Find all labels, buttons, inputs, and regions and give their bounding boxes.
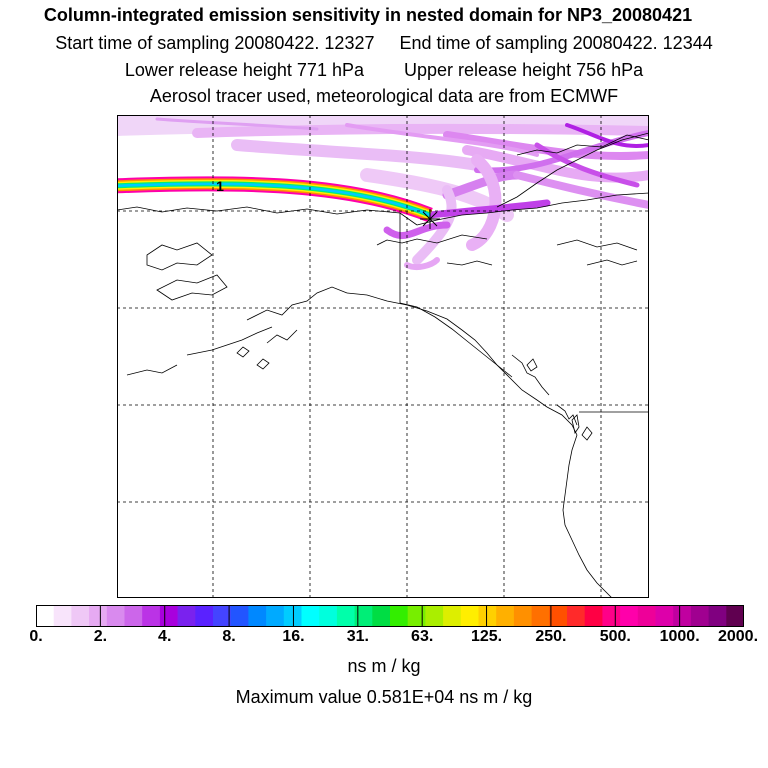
colorbar-swatch xyxy=(531,605,550,627)
colorbar-swatch xyxy=(177,605,196,627)
colorbar-swatch xyxy=(513,605,533,627)
colorbar-swatch xyxy=(584,605,603,627)
colorbar-swatch xyxy=(478,605,497,627)
colorbar-labels: 0. 2. 4. 8. 16. 31. 63. 125. 250. 500. 1000. 2000. xyxy=(0,628,768,650)
lower-release-height: Lower release height 771 hPa xyxy=(124,60,364,80)
colorbar-swatch xyxy=(390,605,409,627)
colorbar-tick-label: 16. xyxy=(282,628,305,645)
colorbar-swatch xyxy=(266,605,285,627)
colorbar-swatch xyxy=(407,605,426,627)
colorbar-tick-label: 2. xyxy=(93,628,108,645)
colorbar-swatch xyxy=(142,605,161,627)
coastlines xyxy=(117,132,649,598)
sensitivity-map: 1 xyxy=(117,115,649,598)
colorbar-swatch xyxy=(159,605,179,627)
map-frame xyxy=(117,115,649,598)
colorbar-swatch xyxy=(690,605,710,627)
colorbar-frame xyxy=(36,605,744,627)
end-time: End time of sampling 20080422. 12344 xyxy=(399,33,713,53)
start-time: Start time of sampling 20080422. 12327 xyxy=(55,33,375,53)
colorbar-tick-label: 2000. xyxy=(717,628,759,645)
colorbar-unit: ns m / kg xyxy=(347,656,421,676)
colorbar-swatch xyxy=(726,605,744,627)
political-boundaries xyxy=(399,213,649,413)
colorbar-tick-label: 4. xyxy=(158,628,172,645)
colorbar-swatch xyxy=(425,605,444,627)
sensitivity-plume xyxy=(117,115,649,271)
colorbar-swatch xyxy=(53,605,72,627)
colorbar-swatch xyxy=(36,605,55,627)
colorbar-swatch xyxy=(602,605,621,627)
colorbar xyxy=(36,605,744,627)
colorbar-tick-label: 31. xyxy=(346,628,369,645)
colorbar-swatch xyxy=(89,605,108,627)
colorbar-tick-label: 250. xyxy=(535,628,567,645)
colorbar-swatch xyxy=(195,605,214,627)
colorbar-tick-label: 8. xyxy=(222,628,236,645)
colorbar-swatch xyxy=(567,605,586,627)
tracer-info: Aerosol tracer used, meteorological data… xyxy=(149,86,619,106)
release-marker-label: 1 xyxy=(216,178,224,194)
colorbar-swatch xyxy=(283,605,302,627)
colorbar-swatch xyxy=(71,605,90,627)
colorbar-swatch xyxy=(372,605,391,627)
colorbar-tick-label: 0. xyxy=(29,628,43,645)
colorbar-swatch xyxy=(301,605,320,627)
colorbar-tick-label: 125. xyxy=(470,628,503,645)
trajectory-band xyxy=(117,176,433,222)
colorbar-swatch xyxy=(106,605,125,627)
colorbar-tick-label: 63. xyxy=(411,628,434,645)
colorbar-swatch xyxy=(213,605,232,627)
colorbar-swatch xyxy=(496,605,515,627)
colorbar-swatch xyxy=(637,605,656,627)
maximum-value: Maximum value 0.581E+04 ns m / kg xyxy=(235,687,533,707)
release-heights: Lower release height 771 hPa Upper relea… xyxy=(0,59,768,81)
graticule xyxy=(117,115,649,598)
receptor-star-icon xyxy=(420,209,440,229)
colorbar-swatch xyxy=(354,605,373,627)
colorbar-swatch xyxy=(549,605,568,627)
colorbar-swatch xyxy=(620,605,639,627)
main-title: Column-integrated emission sensitivity i… xyxy=(43,5,693,25)
colorbar-swatch xyxy=(460,605,479,627)
upper-release-height: Upper release height 756 hPa xyxy=(404,60,644,80)
colorbar-swatch xyxy=(336,605,356,627)
colorbar-swatch xyxy=(319,605,338,627)
colorbar-swatch xyxy=(230,605,249,627)
colorbar-swatch xyxy=(655,605,674,627)
colorbar-swatch xyxy=(443,605,462,627)
colorbar-swatch xyxy=(673,605,692,627)
colorbar-tick-label: 1000. xyxy=(659,628,700,645)
sampling-times: Start time of sampling 20080422. 12327 E… xyxy=(0,32,768,54)
colorbar-tick-label: 500. xyxy=(599,628,631,645)
colorbar-swatch xyxy=(124,605,143,627)
colorbar-swatch xyxy=(708,605,727,627)
colorbar-swatch xyxy=(248,605,267,627)
